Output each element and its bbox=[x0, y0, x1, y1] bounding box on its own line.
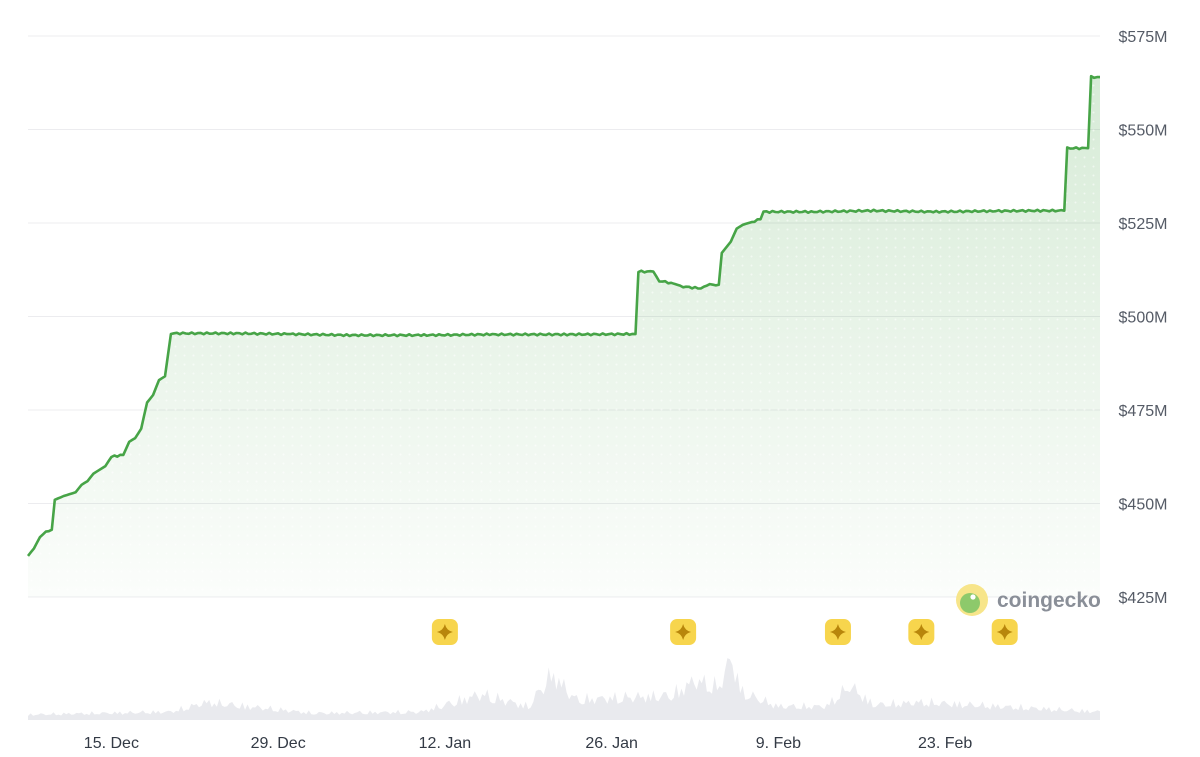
x-tick-label: 26. Jan bbox=[585, 735, 637, 752]
value-line-path bbox=[26, 74, 1100, 557]
y-tick-label: $500M bbox=[1119, 310, 1168, 327]
x-tick-label: 15. Dec bbox=[84, 735, 139, 752]
sparkle-icon bbox=[996, 624, 1013, 640]
event-marker bbox=[908, 619, 935, 645]
x-axis-ticks: 15. Dec 29. Dec 12. Jan 26. Jan 9. Feb 23. Fe… bbox=[84, 735, 973, 752]
event-marker bbox=[670, 619, 697, 645]
event-markers bbox=[431, 619, 1018, 645]
y-tick-label: $450M bbox=[1119, 497, 1168, 514]
x-tick-label: 23. Feb bbox=[918, 735, 972, 752]
value-line bbox=[26, 74, 1100, 557]
coingecko-logo-inner bbox=[960, 593, 980, 613]
sparkle-icon bbox=[829, 624, 846, 640]
volume-shape bbox=[28, 658, 1100, 720]
y-tick-label: $550M bbox=[1119, 123, 1168, 140]
coingecko-wordmark: coingecko bbox=[997, 589, 1101, 612]
x-tick-label: 9. Feb bbox=[756, 735, 801, 752]
sparkle-icon bbox=[436, 624, 453, 640]
event-marker bbox=[431, 619, 458, 645]
y-tick-label: $575M bbox=[1119, 29, 1168, 46]
x-tick-label: 12. Jan bbox=[419, 735, 471, 752]
y-tick-label: $425M bbox=[1119, 590, 1168, 607]
value-area-dots bbox=[28, 76, 1100, 597]
event-marker bbox=[824, 619, 851, 645]
value-area bbox=[28, 76, 1100, 597]
volume-area bbox=[28, 658, 1100, 720]
y-tick-label: $525M bbox=[1119, 216, 1168, 233]
y-tick-label: $475M bbox=[1119, 403, 1168, 420]
sparkle-icon bbox=[675, 624, 692, 640]
event-marker bbox=[991, 619, 1018, 645]
coingecko-watermark: coingecko bbox=[956, 584, 1101, 616]
sparkle-icon bbox=[913, 624, 930, 640]
coingecko-logo-eye bbox=[970, 594, 976, 600]
x-tick-label: 29. Dec bbox=[251, 735, 306, 752]
y-axis-ticks: $425M $450M $475M $500M $525M $550M $575M bbox=[1119, 29, 1168, 607]
